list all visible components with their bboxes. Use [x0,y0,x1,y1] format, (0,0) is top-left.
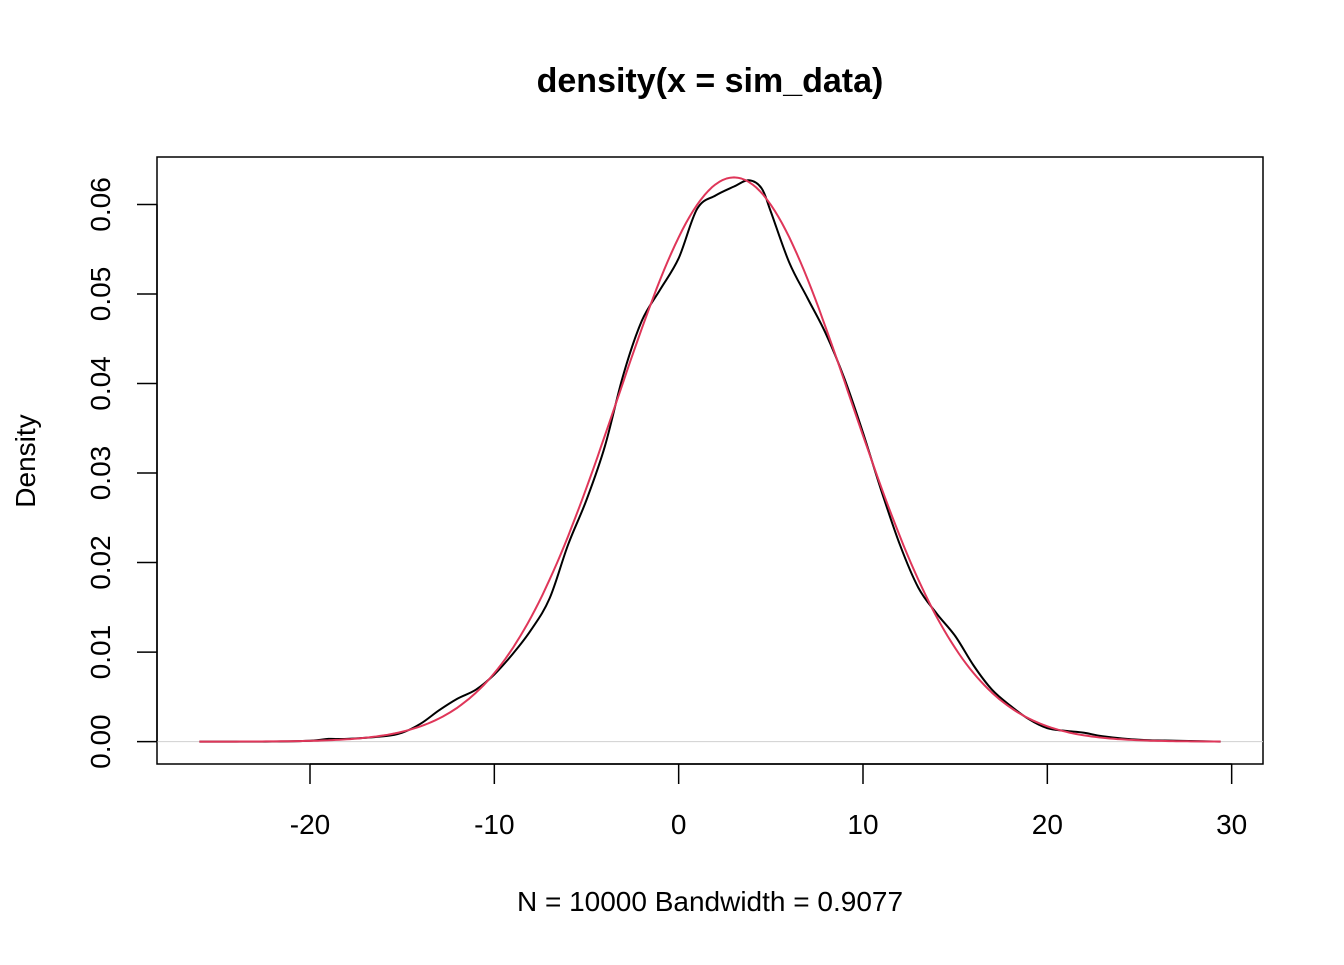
y-tick-label: 0.03 [85,446,116,501]
x-axis-label: N = 10000 Bandwidth = 0.9077 [517,886,903,917]
y-tick-label: 0.02 [85,535,116,590]
chart-title: density(x = sim_data) [537,62,884,100]
density-curve [199,179,1221,743]
y-tick-label: 0.04 [85,356,116,411]
y-tick-label: 0.05 [85,267,116,322]
x-tick-label: 0 [671,809,687,840]
y-axis: 0.00 0.01 0.02 0.03 0.04 0.05 0.06 [85,177,158,769]
x-tick-label: 30 [1216,809,1247,840]
x-tick-label: -20 [290,809,330,840]
y-axis-label: Density [10,414,41,507]
x-tick-label: 20 [1032,809,1063,840]
series-group [199,176,1221,743]
y-tick-label: 0.01 [85,625,116,680]
x-tick-label: 10 [847,809,878,840]
plot-frame [156,156,1264,765]
normal-fit-curve [199,176,1221,743]
x-tick-label: -10 [474,809,514,840]
y-tick-label: 0.06 [85,177,116,232]
x-axis: -20 -10 0 10 20 30 [290,763,1247,840]
y-tick-label: 0.00 [85,714,116,769]
